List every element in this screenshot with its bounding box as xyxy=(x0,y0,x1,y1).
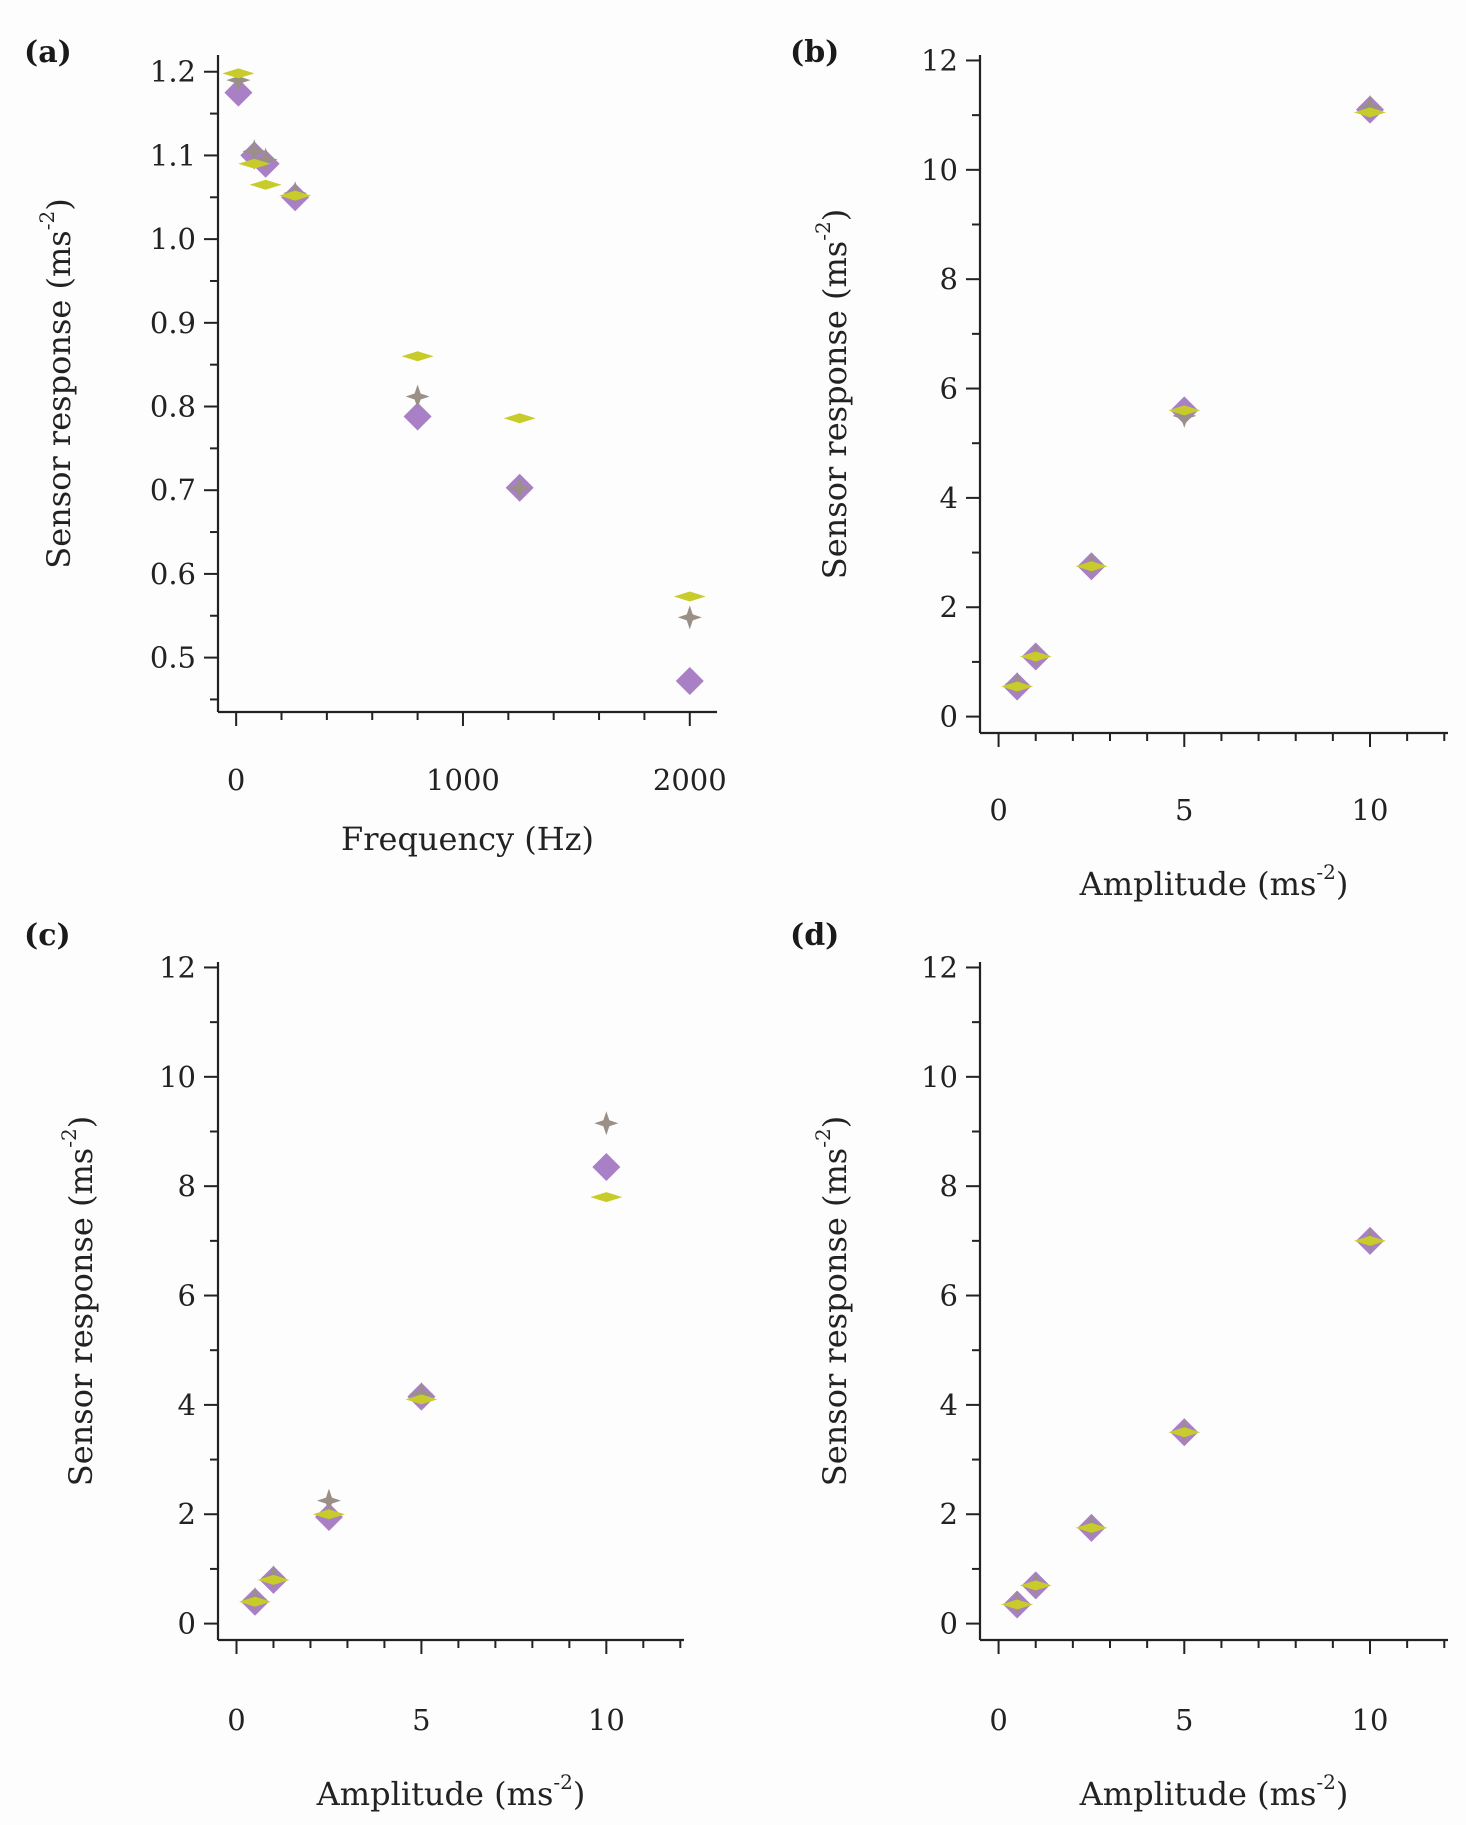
data-point-dash xyxy=(249,179,282,190)
panel-letter: (c) xyxy=(24,918,71,953)
y-tick-label: 0 xyxy=(940,1607,958,1641)
y-tick-label: 12 xyxy=(921,43,958,77)
y-tick-label: 1.2 xyxy=(150,55,196,89)
y-tick-label: 2 xyxy=(178,1497,196,1531)
y-tick-label: 4 xyxy=(178,1388,196,1422)
data-point-star xyxy=(242,139,267,164)
y-tick-label: 0.9 xyxy=(150,306,196,340)
y-tick-label: 1.0 xyxy=(150,222,196,256)
data-point-star xyxy=(1172,403,1197,428)
y-tick-label: 4 xyxy=(940,1388,958,1422)
panel-letter: (a) xyxy=(24,35,72,70)
y-axis-label: Sensor response (ms-2) xyxy=(811,209,854,579)
y-tick-label: 10 xyxy=(921,153,958,187)
x-axis-label: Amplitude (ms-2) xyxy=(1079,1770,1349,1813)
data-point-dash xyxy=(312,1509,345,1520)
data-point-dash xyxy=(238,158,271,169)
data-point-dash xyxy=(1075,561,1108,572)
x-tick-label: 5 xyxy=(1175,793,1193,827)
y-tick-label: 8 xyxy=(178,1169,196,1203)
data-point-star xyxy=(405,384,430,409)
data-point-dash xyxy=(1168,1427,1201,1438)
data-point-diamond xyxy=(403,402,432,431)
x-tick-label: 0 xyxy=(227,763,245,797)
data-point-diamond xyxy=(224,78,253,107)
data-point-star xyxy=(1358,94,1382,119)
data-point-star xyxy=(226,68,251,93)
data-point-dash xyxy=(279,190,312,201)
data-point-dash xyxy=(405,1394,438,1405)
y-tick-label: 0.8 xyxy=(150,390,196,424)
x-tick-label: 5 xyxy=(412,1703,430,1737)
y-tick-label: 8 xyxy=(940,262,958,296)
y-axis-label: Sensor response (ms-2) xyxy=(57,1116,100,1486)
y-tick-label: 0.7 xyxy=(150,473,196,507)
y-tick-label: 0 xyxy=(940,700,958,734)
y-tick-label: 12 xyxy=(921,950,958,984)
y-tick-label: 1.1 xyxy=(150,138,196,172)
y-tick-label: 10 xyxy=(159,1060,196,1094)
data-point-star xyxy=(507,476,532,501)
x-tick-label: 10 xyxy=(1352,793,1389,827)
data-point-diamond xyxy=(675,667,704,696)
data-point-star xyxy=(409,1381,434,1406)
y-tick-label: 10 xyxy=(921,1060,958,1094)
x-tick-label: 10 xyxy=(588,1703,625,1737)
y-axis-label: Sensor response (ms-2) xyxy=(35,198,78,568)
data-point-star xyxy=(316,1488,341,1513)
data-point-dash xyxy=(222,68,255,79)
x-tick-label: 0 xyxy=(989,793,1007,827)
y-tick-label: 6 xyxy=(940,372,958,406)
data-point-dash xyxy=(238,1596,271,1607)
x-tick-label: 0 xyxy=(989,1703,1007,1737)
y-tick-label: 8 xyxy=(940,1169,958,1203)
data-point-dash xyxy=(1168,405,1201,416)
data-point-star xyxy=(594,1111,619,1136)
data-point-diamond xyxy=(592,1153,621,1182)
data-point-dash xyxy=(401,351,434,362)
data-point-dash xyxy=(503,413,536,424)
y-tick-label: 0.6 xyxy=(150,557,196,591)
y-tick-label: 0 xyxy=(178,1607,196,1641)
data-point-dash xyxy=(1354,1235,1386,1246)
y-tick-label: 0.5 xyxy=(150,641,196,675)
x-tick-label: 2000 xyxy=(653,763,727,797)
y-tick-label: 2 xyxy=(940,1497,958,1531)
x-tick-label: 1000 xyxy=(426,763,500,797)
y-tick-label: 6 xyxy=(178,1279,196,1313)
panel-letter: (b) xyxy=(790,35,839,70)
panel-letter: (d) xyxy=(790,918,839,953)
data-point-dash xyxy=(673,591,706,602)
x-axis-label: Frequency (Hz) xyxy=(341,820,594,858)
panel-a: (a) 0.5 0.6 0.7 0.8 0.9 1.0 1.1 1.2 0 1000 2000 Freq… xyxy=(24,35,727,858)
x-axis-label: Amplitude (ms-2) xyxy=(1079,860,1349,903)
y-tick-label: 4 xyxy=(940,481,958,515)
x-tick-label: 10 xyxy=(1352,1703,1389,1737)
data-point-dash xyxy=(1001,681,1034,692)
data-point-dash xyxy=(1019,651,1052,662)
y-tick-label: 2 xyxy=(940,590,958,624)
x-axis-label: Amplitude (ms-2) xyxy=(316,1770,586,1813)
y-axis-label: Sensor response (ms-2) xyxy=(811,1116,854,1486)
x-tick-label: 0 xyxy=(227,1703,245,1737)
data-point-dash xyxy=(1001,1599,1034,1610)
y-tick-label: 12 xyxy=(159,950,196,984)
data-point-dash xyxy=(1075,1522,1108,1533)
x-tick-label: 5 xyxy=(1175,1703,1193,1737)
data-point-dash xyxy=(590,1192,623,1203)
data-point-dash xyxy=(1354,107,1386,118)
y-tick-label: 6 xyxy=(940,1279,958,1313)
data-point-star xyxy=(677,605,702,630)
data-point-dash xyxy=(257,1574,290,1585)
data-point-star xyxy=(253,147,278,172)
data-point-dash xyxy=(1019,1580,1052,1591)
